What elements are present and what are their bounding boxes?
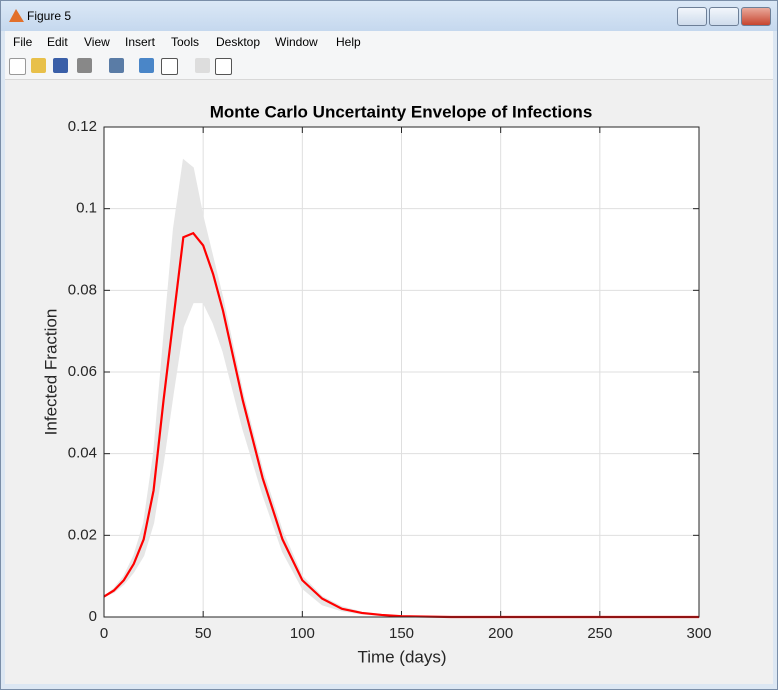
y-tick-label: 0.04	[68, 445, 97, 462]
menu-item[interactable]: Tools	[171, 35, 200, 49]
app-icon	[9, 9, 24, 22]
menu-item[interactable]: Help	[336, 35, 361, 49]
window-title: Figure 5	[27, 9, 72, 23]
line-series	[103, 231, 699, 619]
plot-tools-icon[interactable]	[215, 58, 232, 75]
axes-box	[103, 126, 700, 618]
minimize-button[interactable]	[677, 7, 707, 26]
y-tick-label: 0.1	[76, 200, 97, 217]
link-icon[interactable]	[109, 58, 124, 73]
x-tick-label: 0	[100, 625, 108, 642]
menu-item[interactable]: View	[84, 35, 110, 49]
save-icon[interactable]	[53, 58, 68, 73]
x-tick-label: 100	[290, 625, 315, 642]
menu-item[interactable]: File	[13, 35, 33, 49]
x-tick-label: 50	[195, 625, 212, 642]
print-icon[interactable]	[77, 58, 92, 73]
new-icon[interactable]	[9, 58, 26, 75]
toolbar	[5, 53, 773, 80]
chart-title: Monte Carlo Uncertainty Envelope of Infe…	[210, 102, 593, 121]
menu-item[interactable]: Edit	[47, 35, 68, 49]
open-icon[interactable]	[31, 58, 46, 73]
x-tick-label: 150	[389, 625, 414, 642]
x-tick-label: 250	[587, 625, 612, 642]
title-bar: Figure 5	[1, 1, 777, 31]
menu-item[interactable]: Insert	[125, 35, 156, 49]
y-tick-label: 0.12	[68, 118, 97, 135]
y-tick-label: 0	[89, 608, 97, 625]
uncertainty-band	[103, 158, 699, 618]
maximize-button[interactable]	[709, 7, 739, 26]
x-tick-label: 200	[488, 625, 513, 642]
y-tick-label: 0.06	[68, 363, 97, 380]
legend-icon[interactable]	[161, 58, 178, 75]
y-tick-label: 0.08	[68, 281, 97, 298]
y-axis-label: Infected Fraction	[41, 309, 60, 436]
close-button[interactable]	[741, 7, 771, 26]
pointer-icon[interactable]	[195, 58, 210, 73]
x-tick-label: 300	[686, 625, 711, 642]
menu-bar: File Edit View Insert Tools Desktop Window Help	[5, 31, 773, 53]
menu-item[interactable]: Window	[275, 35, 318, 49]
y-tick-label: 0.02	[68, 526, 97, 543]
x-axis-label: Time (days)	[357, 647, 446, 666]
menu-item[interactable]: Desktop	[216, 35, 261, 49]
colorbar-icon[interactable]	[139, 58, 154, 73]
